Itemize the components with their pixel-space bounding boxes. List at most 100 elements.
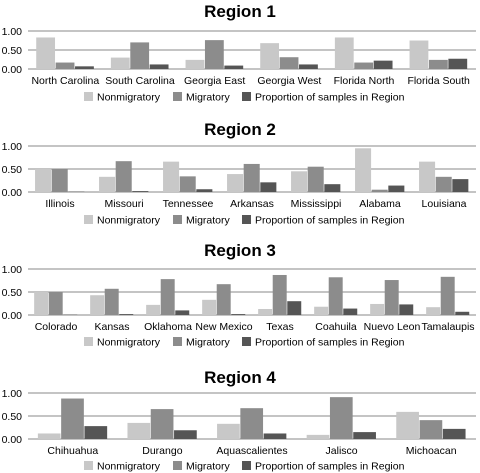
bar-nonmigratory xyxy=(396,411,419,439)
bar-migratory xyxy=(115,161,132,192)
legend-entry: Migratory xyxy=(186,461,231,473)
bar-proportion xyxy=(343,308,358,315)
category-label: Arkansas xyxy=(230,198,274,210)
category-label: Florida North xyxy=(334,75,395,87)
bar-nonmigratory xyxy=(202,299,217,315)
chart-title: Region 2 xyxy=(204,120,276,139)
bar-migratory xyxy=(48,292,63,315)
category-label: Tennessee xyxy=(163,198,214,210)
bar-proportion xyxy=(388,185,405,192)
bar-proportion xyxy=(287,301,302,315)
legend-swatch xyxy=(173,461,182,470)
bar-migratory xyxy=(179,176,196,192)
legend-entry: Proportion of samples in Region xyxy=(255,337,405,349)
legend-swatch xyxy=(84,215,93,224)
region-panel-4: Region 4 0.00 0.50 1.00 Chihuahua Durango Aqua… xyxy=(2,368,476,473)
bar-nonmigratory xyxy=(110,57,130,69)
legend-entry: Nonmigratory xyxy=(97,337,161,349)
category-label: Durango xyxy=(142,445,182,457)
bar-nonmigratory xyxy=(34,292,49,315)
legend-swatch xyxy=(173,215,182,224)
category-label: Aquascalientes xyxy=(216,445,287,457)
category-label: Jalisco xyxy=(326,445,358,457)
bar-proportion xyxy=(263,433,287,439)
category-label: Tamalaupis xyxy=(421,321,474,333)
bar-proportion xyxy=(149,64,169,69)
legend-entry: Nonmigratory xyxy=(97,92,161,104)
bar-nonmigratory xyxy=(185,59,205,69)
legend-entry: Nonmigratory xyxy=(97,215,161,227)
legend-entry: Nonmigratory xyxy=(97,461,161,473)
category-label: Louisiana xyxy=(422,198,467,210)
legend-swatch xyxy=(242,337,251,346)
bar-proportion xyxy=(175,310,190,315)
y-tick-label: 1.00 xyxy=(2,26,23,38)
legend-swatch xyxy=(173,92,182,101)
bar-proportion xyxy=(260,182,277,192)
bar-nonmigratory xyxy=(334,37,354,69)
category-label: Florida South xyxy=(407,75,470,87)
bar-proportion xyxy=(75,66,94,69)
bar-migratory xyxy=(328,277,343,315)
bar-proportion xyxy=(174,430,197,439)
bar-proportion xyxy=(442,428,466,439)
category-label: North Carolina xyxy=(31,75,99,87)
bar-nonmigratory xyxy=(370,303,385,315)
bar-migratory xyxy=(204,40,224,69)
chart-title: Region 4 xyxy=(204,368,276,387)
category-label: South Carolina xyxy=(105,75,175,87)
bar-nonmigratory xyxy=(426,307,441,315)
bar-migratory xyxy=(307,166,324,192)
category-label: New Mexico xyxy=(195,321,252,333)
bar-proportion xyxy=(373,60,393,69)
legend-swatch xyxy=(173,337,182,346)
bar-migratory xyxy=(371,189,388,192)
bar-nonmigratory xyxy=(291,171,308,192)
bar-migratory xyxy=(384,280,399,315)
category-label: Michoacan xyxy=(406,445,457,457)
y-tick-label: 0.50 xyxy=(2,411,23,423)
y-tick-label: 1.00 xyxy=(2,264,23,276)
category-label: Kansas xyxy=(94,321,129,333)
y-tick-label: 0.00 xyxy=(2,310,23,322)
bar-nonmigratory xyxy=(260,43,280,69)
category-label: Oklahoma xyxy=(144,321,192,333)
legend-entry: Migratory xyxy=(186,337,231,349)
legend-entry: Migratory xyxy=(186,215,231,227)
bar-migratory xyxy=(130,42,150,69)
bar-migratory xyxy=(435,176,452,192)
bar-proportion xyxy=(324,184,341,192)
bar-proportion xyxy=(455,311,470,315)
bar-migratory xyxy=(440,276,455,315)
bar-nonmigratory xyxy=(37,433,61,439)
bar-migratory xyxy=(354,62,374,69)
bar-nonmigratory xyxy=(355,148,372,192)
region-panel-3: Region 3 0.00 0.50 1.00 Colorado Kansas Oklaho… xyxy=(2,241,476,349)
bar-nonmigratory xyxy=(146,304,161,315)
bar-proportion xyxy=(452,179,469,192)
category-label: Coahuila xyxy=(315,321,357,333)
bar-nonmigratory xyxy=(258,309,273,315)
category-label: Nuevo Leon xyxy=(364,321,421,333)
bar-nonmigratory xyxy=(90,295,105,315)
y-tick-label: 0.00 xyxy=(2,434,23,446)
bar-proportion xyxy=(353,432,376,439)
bar-migratory xyxy=(51,169,68,192)
legend-entry: Proportion of samples in Region xyxy=(255,215,405,227)
bar-nonmigratory xyxy=(127,422,151,439)
category-label: Georgia East xyxy=(184,75,245,87)
legend-swatch xyxy=(84,461,93,470)
bar-proportion xyxy=(399,304,414,315)
y-tick-label: 1.00 xyxy=(2,141,23,153)
legend-swatch xyxy=(242,92,251,101)
legend-swatch xyxy=(242,215,251,224)
category-label: Illinois xyxy=(45,198,74,210)
bar-nonmigratory xyxy=(217,423,240,439)
chart-title: Region 3 xyxy=(204,241,276,260)
bar-migratory xyxy=(243,163,260,192)
bar-proportion xyxy=(224,65,244,69)
bar-migratory xyxy=(329,397,353,439)
bar-proportion xyxy=(84,426,108,439)
category-label: Colorado xyxy=(35,321,78,333)
bar-nonmigratory xyxy=(227,174,244,192)
